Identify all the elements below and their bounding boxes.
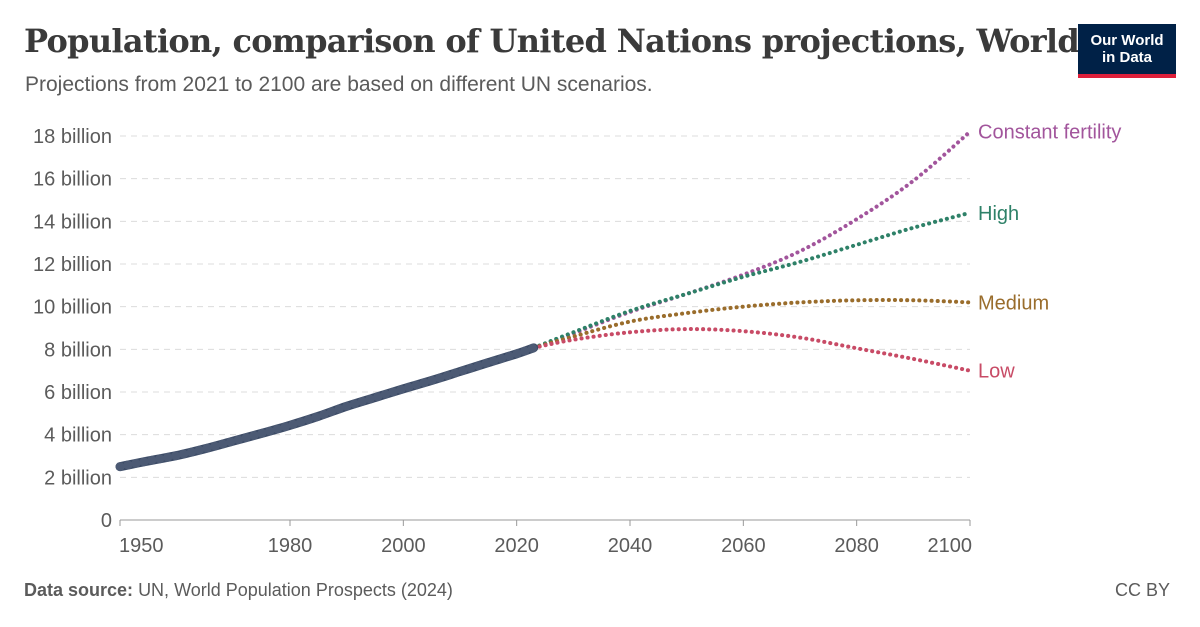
y-tick-label: 0 xyxy=(101,510,112,532)
y-tick-label: 4 billion xyxy=(44,425,112,447)
data-source: Data source: UN, World Population Prospe… xyxy=(24,580,453,601)
series-line-low[interactable] xyxy=(531,327,972,373)
series-line-high[interactable] xyxy=(531,210,972,350)
chart-subtitle: Projections from 2021 to 2100 are based … xyxy=(25,73,653,96)
series-line-constant-fertility[interactable] xyxy=(531,129,972,350)
series-label-high[interactable]: High xyxy=(978,203,1019,225)
logo-line-1: Our World xyxy=(1090,32,1164,49)
logo-line-2: in Data xyxy=(1101,49,1152,66)
x-tick-label: 2080 xyxy=(834,535,879,557)
y-axis-ticks: 0 2 billion 4 billion 6 billion 8 billion 10 … xyxy=(33,126,112,532)
grid-lines xyxy=(120,135,970,478)
x-tick-label: 2100 xyxy=(928,535,973,557)
x-tick-label: 2060 xyxy=(721,535,766,557)
y-tick-label: 18 billion xyxy=(33,126,112,148)
series-labels: Constant fertility High Medium Low xyxy=(978,122,1121,383)
series-line-medium[interactable] xyxy=(531,298,972,350)
x-tick-label: 2040 xyxy=(608,535,653,557)
series-label-low[interactable]: Low xyxy=(978,361,1015,383)
y-tick-label: 8 billion xyxy=(44,339,112,361)
series-label-constant-fertility[interactable]: Constant fertility xyxy=(978,122,1121,144)
x-tick-label: 2000 xyxy=(381,535,426,557)
data-source-text[interactable]: UN, World Population Prospects (2024) xyxy=(138,580,453,600)
x-axis: 1950 1980 2000 2020 2040 2060 2080 2100 xyxy=(119,519,973,557)
x-tick-label: 1950 xyxy=(119,535,164,557)
x-tick-label: 2020 xyxy=(494,535,539,557)
license-link[interactable]: CC BY xyxy=(1114,580,1170,600)
y-tick-label: 14 billion xyxy=(33,211,112,233)
data-source-label: Data source: xyxy=(24,580,134,600)
series-label-medium[interactable]: Medium xyxy=(978,292,1049,314)
series-line-historical-dots xyxy=(115,343,539,472)
y-tick-label: 10 billion xyxy=(33,297,112,319)
x-tick-label: 1980 xyxy=(268,535,313,557)
series-lines xyxy=(115,129,972,472)
chart-title: Population, comparison of United Nations… xyxy=(24,22,1080,60)
y-tick-label: 12 billion xyxy=(33,254,112,276)
y-tick-label: 6 billion xyxy=(44,382,112,404)
y-tick-label: 2 billion xyxy=(44,467,112,489)
y-tick-label: 16 billion xyxy=(33,169,112,191)
owid-logo[interactable]: Our World in Data xyxy=(1078,24,1176,78)
